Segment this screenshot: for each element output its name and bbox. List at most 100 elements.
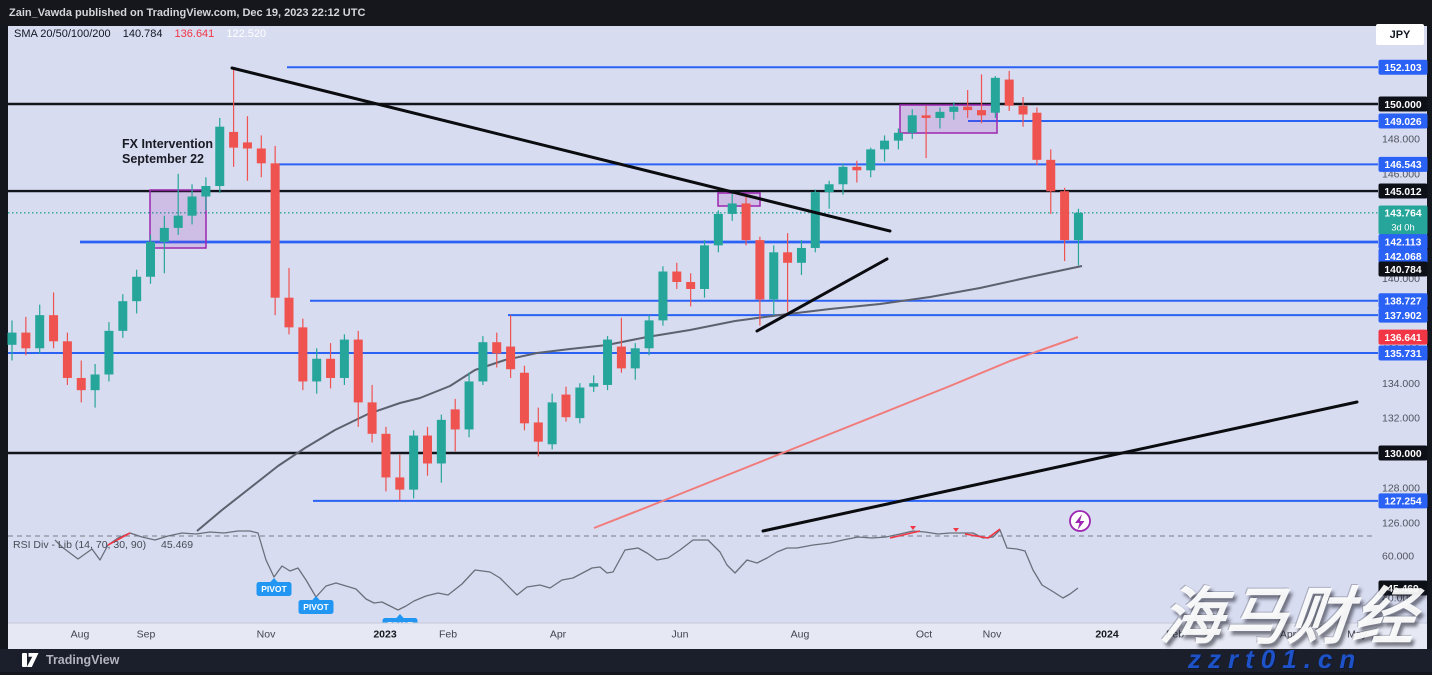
price-axis-badge[interactable]: 142.068 xyxy=(1378,248,1428,264)
candle-body xyxy=(1073,212,1083,241)
candle xyxy=(1032,107,1042,166)
candle-body xyxy=(104,330,114,375)
candle xyxy=(907,109,917,139)
price-axis-badge[interactable]: 152.103 xyxy=(1378,59,1428,75)
time-axis-label: Nov xyxy=(983,629,1002,641)
candle xyxy=(810,189,820,253)
candle-body xyxy=(284,297,294,328)
candle-body xyxy=(769,252,779,300)
candle-body xyxy=(893,132,903,141)
candle xyxy=(741,194,751,246)
candle xyxy=(686,273,696,307)
price-badge-box xyxy=(1378,345,1428,361)
trend-line[interactable] xyxy=(230,66,892,233)
candle xyxy=(1018,97,1028,127)
price-axis-badge[interactable]: 140.784 xyxy=(1378,261,1428,277)
rsi-divergence-mark xyxy=(910,526,916,530)
candle-body xyxy=(215,126,225,187)
price-axis-badge[interactable]: 145.012 xyxy=(1378,183,1428,199)
time-axis-label: Nov xyxy=(257,629,276,641)
price-axis-badge[interactable]: 130.000 xyxy=(1378,445,1428,461)
candle xyxy=(519,365,529,431)
price-axis-badge[interactable]: 150.000 xyxy=(1378,96,1428,112)
price-badge-box xyxy=(1378,580,1428,596)
pivot-tag-pointer xyxy=(269,578,279,583)
rsi-divergence-line xyxy=(107,532,131,546)
candle xyxy=(104,322,114,382)
candle xyxy=(1046,149,1056,214)
candle-body xyxy=(326,358,336,378)
candle-body xyxy=(62,341,72,378)
tradingview-footer[interactable]: TradingView xyxy=(22,652,119,668)
price-axis-badge[interactable]: 143.764 3d 0h xyxy=(1378,205,1428,235)
lightning-marker[interactable] xyxy=(1069,510,1091,532)
candle xyxy=(547,393,557,450)
sma-red-line xyxy=(593,336,1079,529)
price-axis-badge[interactable]: 127.254 xyxy=(1378,493,1428,509)
price-axis-badge[interactable]: 45.469 xyxy=(1378,580,1428,596)
price-badge-value: 150.000 xyxy=(1384,100,1421,111)
fx-intervention-line2: September 22 xyxy=(122,152,204,166)
price-badge-box xyxy=(1378,183,1428,199)
candle xyxy=(1004,70,1014,111)
candle-body xyxy=(603,339,613,385)
time-axis-label: Aug xyxy=(791,629,810,641)
price-axis-label: 40.000 xyxy=(1382,593,1414,605)
pivot-tag[interactable]: PIVOT xyxy=(298,596,334,614)
price-axis-badge[interactable]: 136.641 xyxy=(1378,329,1428,345)
lightning-bolt-icon xyxy=(1075,514,1085,530)
trend-lines-layer xyxy=(230,66,1359,533)
time-axis-label: Feb xyxy=(1166,629,1184,641)
candle xyxy=(838,163,848,195)
price-axis-badge[interactable]: 142.113 xyxy=(1378,234,1428,250)
candle-body xyxy=(270,163,280,298)
candle xyxy=(977,74,986,124)
candle-body xyxy=(658,271,668,321)
pivot-tag-label: PIVOT xyxy=(303,602,329,612)
price-axis-label: 148.000 xyxy=(1382,134,1420,146)
price-badge-value: 137.902 xyxy=(1384,311,1421,322)
fx-intervention-line1: FX Intervention xyxy=(122,137,213,151)
candle-body xyxy=(713,213,723,246)
price-axis-label: 128.000 xyxy=(1382,483,1420,495)
candle-body xyxy=(838,166,848,185)
pivot-tag[interactable]: PIVOT xyxy=(256,578,292,596)
trend-line[interactable] xyxy=(761,400,1359,533)
candle-body xyxy=(977,110,986,116)
rsi-divergence-line xyxy=(964,528,1001,539)
tradingview-brand-text: TradingView xyxy=(46,653,120,667)
candle xyxy=(949,102,959,120)
price-axis-badge[interactable]: 135.731 xyxy=(1378,345,1428,361)
candle-body xyxy=(880,140,890,150)
price-axis-badge[interactable]: 137.902 xyxy=(1378,307,1428,323)
candle xyxy=(353,330,363,427)
candle xyxy=(990,76,1000,118)
candle xyxy=(284,268,294,335)
price-axis-badge[interactable]: 149.026 xyxy=(1378,113,1428,129)
candle xyxy=(35,304,45,354)
candle-body xyxy=(201,186,211,197)
price-badge-value: 142.113 xyxy=(1385,237,1422,248)
candle xyxy=(118,294,128,338)
candle xyxy=(21,316,31,356)
candle xyxy=(76,360,86,403)
candle xyxy=(62,332,72,385)
candle xyxy=(367,384,377,443)
time-axis[interactable] xyxy=(8,623,1427,649)
candle xyxy=(1073,208,1083,266)
time-axis-label: Apr xyxy=(1280,629,1297,641)
price-axis-label: 60.000 xyxy=(1382,551,1414,563)
pivot-tag-box xyxy=(298,600,334,614)
trend-line[interactable] xyxy=(755,257,889,333)
candle xyxy=(326,343,336,389)
price-axis-badge[interactable]: 138.727 xyxy=(1378,293,1428,309)
candle xyxy=(700,240,709,298)
symbol-currency-button[interactable]: JPY xyxy=(1376,24,1424,45)
candle-body xyxy=(727,203,737,214)
price-badge-value: 142.068 xyxy=(1384,252,1421,263)
price-badge-value: 45.469 xyxy=(1387,584,1419,595)
time-axis-label: Aug xyxy=(71,629,90,641)
publish-info-bar: Zain_Vawda published on TradingView.com,… xyxy=(0,0,1432,26)
candle-body xyxy=(561,394,571,418)
price-axis-badge[interactable]: 146.543 xyxy=(1378,156,1428,172)
